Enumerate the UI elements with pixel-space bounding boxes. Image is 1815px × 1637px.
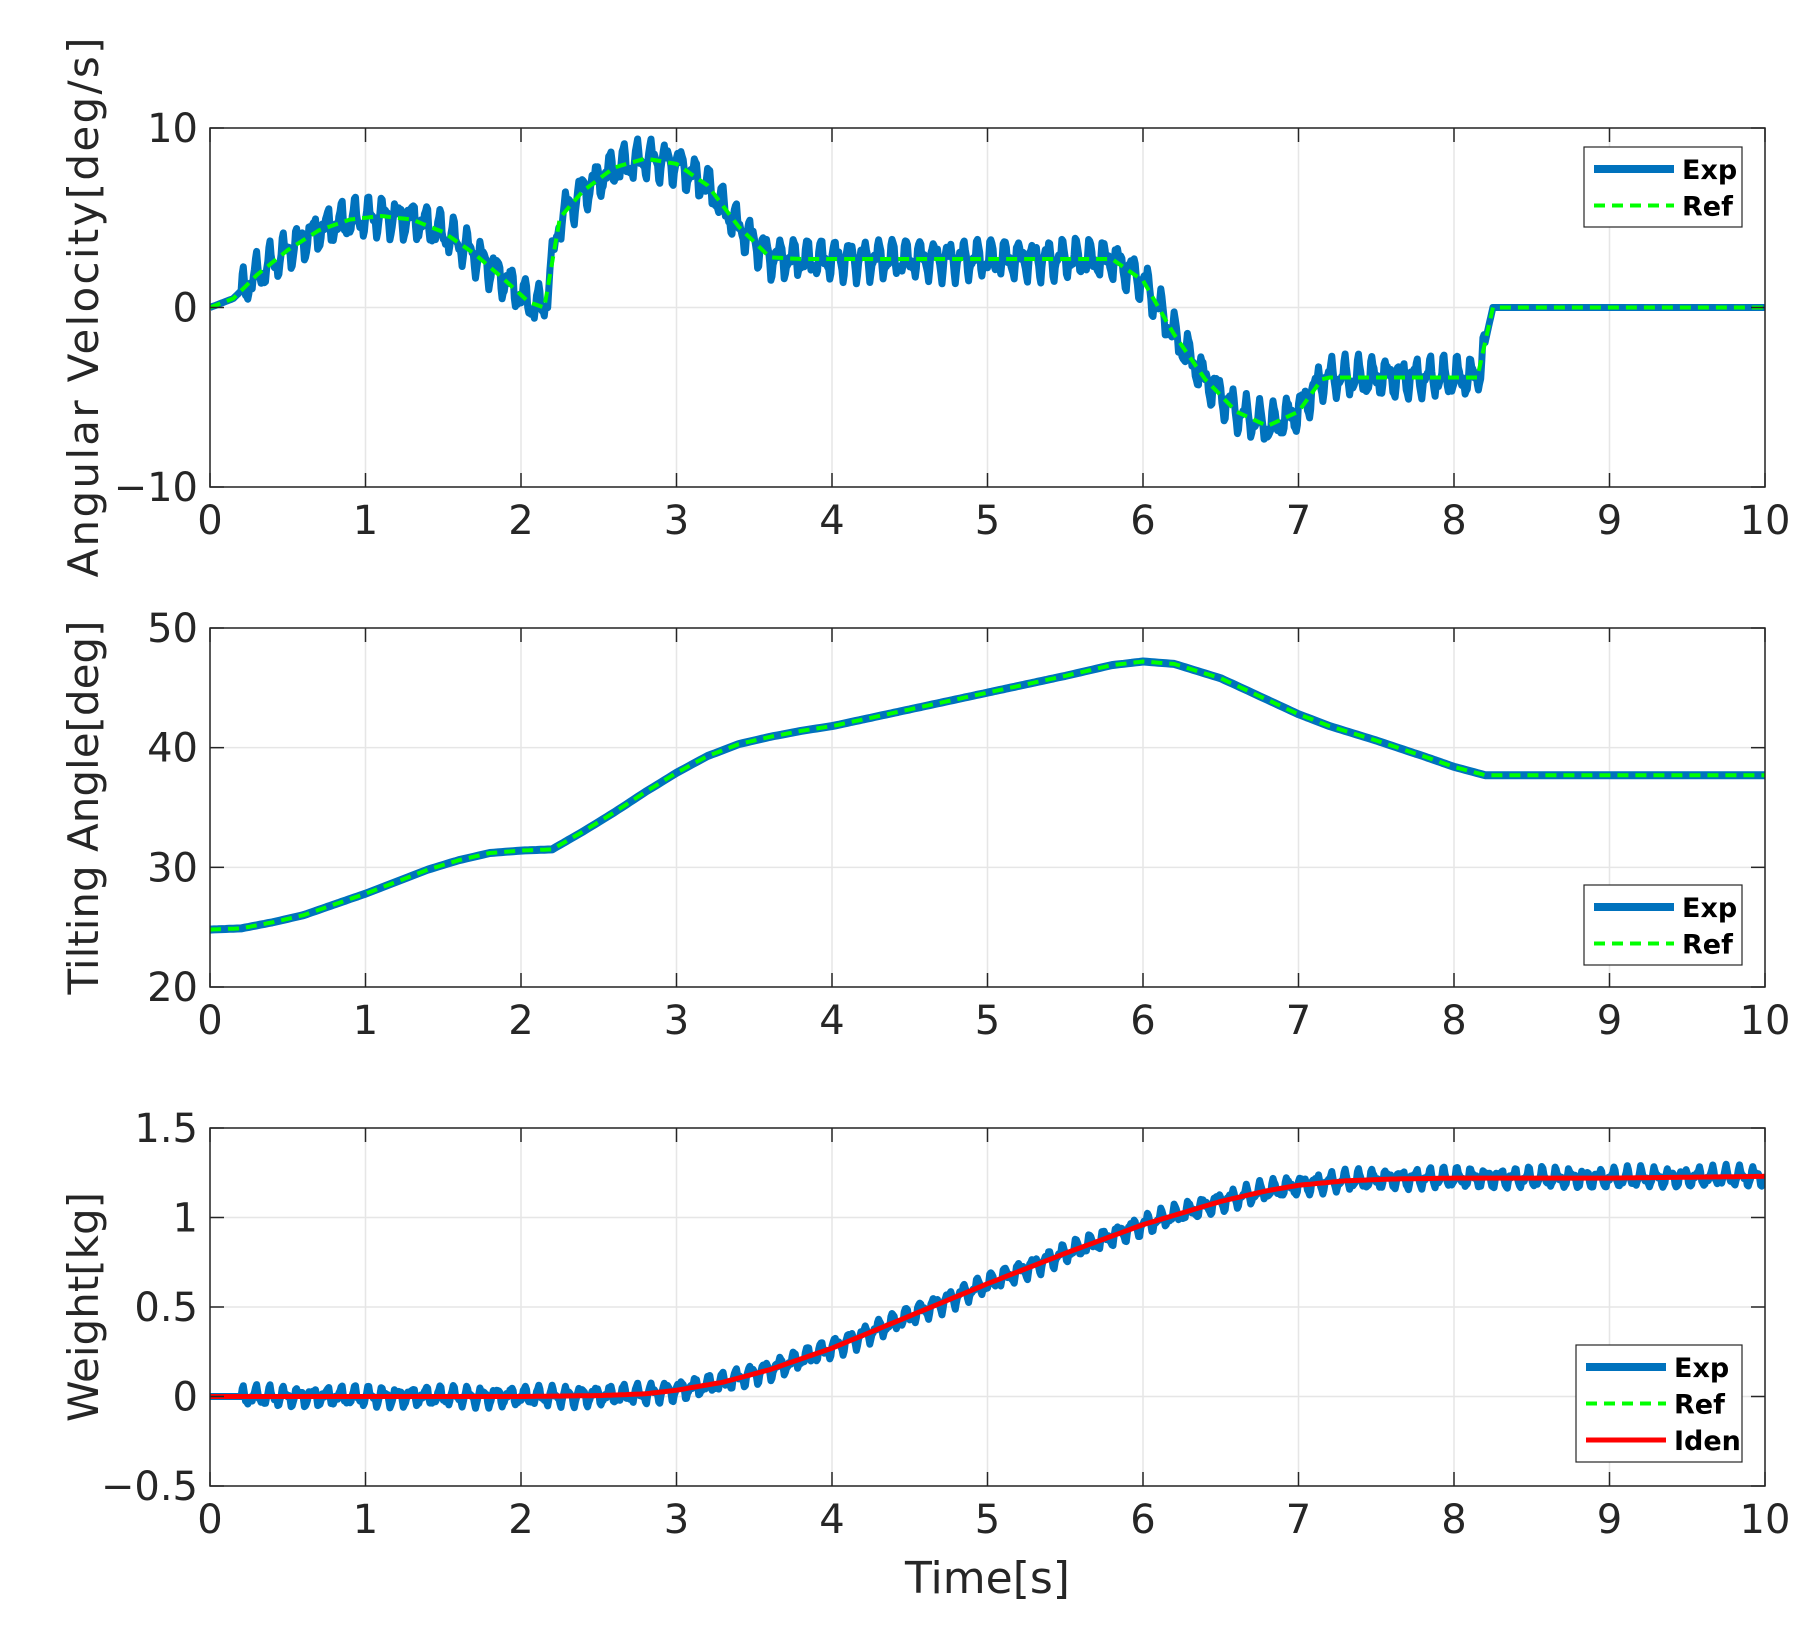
y-tick-label: 10: [147, 106, 198, 152]
x-tick-label: 0: [197, 998, 222, 1044]
x-tick-label: 4: [819, 498, 844, 544]
y-axis-label: Tilting Angle[deg]: [59, 621, 108, 996]
y-tick-label: 1.5: [134, 1106, 198, 1152]
x-tick-label: 2: [508, 998, 533, 1044]
x-tick-label: 2: [508, 1497, 533, 1543]
x-tick-label: 9: [1597, 498, 1622, 544]
subplot-3: 0 1 2 3 4 5 6 7 8 9 10−0.500.511.5Weight[kg]Time[s…: [59, 1106, 1790, 1604]
y-tick-label: 50: [147, 606, 198, 652]
y-tick-label: 40: [147, 726, 198, 772]
x-tick-label: 7: [1286, 1497, 1311, 1543]
x-tick-label: 1: [353, 998, 378, 1044]
series-group: [210, 657, 1765, 934]
series-group: [210, 1160, 1765, 1412]
y-tick-label: 0: [173, 1375, 198, 1421]
legend-label-ref: Ref: [1674, 1390, 1725, 1421]
x-tick-label: 5: [975, 998, 1000, 1044]
legend-label-ref: Ref: [1682, 930, 1733, 961]
x-tick-label: 7: [1286, 998, 1311, 1044]
x-tick-label: 5: [975, 498, 1000, 544]
series-line-ref: [210, 156, 1765, 428]
x-tick-label: 10: [1740, 498, 1791, 544]
legend: Exp Ref: [1583, 146, 1743, 228]
x-tick-label: 9: [1597, 1497, 1622, 1543]
legend: Exp Ref Iden: [1575, 1344, 1743, 1463]
y-tick-label: 20: [147, 965, 198, 1011]
legend-label-exp: Exp: [1674, 1353, 1729, 1384]
legend-box: [1583, 884, 1743, 966]
x-tick-label: 4: [819, 998, 844, 1044]
y-tick-label: 1: [173, 1196, 198, 1242]
legend-box: [1583, 146, 1743, 228]
y-axis-label: Weight[kg]: [59, 1192, 108, 1422]
x-tick-label: 10: [1740, 998, 1791, 1044]
legend-label-exp: Exp: [1682, 893, 1737, 924]
x-tick-label: 6: [1130, 498, 1155, 544]
legend-label-exp: Exp: [1682, 155, 1737, 186]
x-tick-label: 5: [975, 1497, 1000, 1543]
x-tick-label: 3: [664, 498, 689, 544]
legend-label-ref: Ref: [1682, 192, 1733, 223]
legend-label-iden: Iden: [1674, 1426, 1741, 1457]
x-tick-label: 0: [197, 498, 222, 544]
x-tick-label: 10: [1740, 1497, 1791, 1543]
x-tick-label: 1: [353, 1497, 378, 1543]
y-tick-label: 0: [173, 286, 198, 332]
x-tick-label: 9: [1597, 998, 1622, 1044]
series-line-iden: [210, 1173, 1765, 1399]
series-line-ref: [210, 659, 1765, 932]
x-tick-label: 8: [1441, 1497, 1466, 1543]
x-tick-label: 3: [664, 998, 689, 1044]
x-tick-label: 0: [197, 1497, 222, 1543]
y-tick-label: 0.5: [134, 1285, 198, 1331]
y-tick-label: −10: [114, 465, 198, 511]
y-tick-label: −0.5: [101, 1464, 198, 1510]
x-tick-label: 8: [1441, 498, 1466, 544]
series-group: [210, 135, 1765, 443]
subplot-2: 0 1 2 3 4 5 6 7 8 9 10 20 30 40 50 Tilting Angle[deg] Ex…: [59, 606, 1790, 1044]
x-tick-label: 1: [353, 498, 378, 544]
y-tick-label: 30: [147, 845, 198, 891]
x-tick-label: 8: [1441, 998, 1466, 1044]
legend: Exp Ref: [1583, 884, 1743, 966]
x-tick-label: 6: [1130, 1497, 1155, 1543]
x-axis-label: Time[s]: [904, 1553, 1070, 1604]
x-tick-label: 4: [819, 1497, 844, 1543]
x-tick-label: 6: [1130, 998, 1155, 1044]
x-tick-label: 2: [508, 498, 533, 544]
x-tick-label: 3: [664, 1497, 689, 1543]
x-tick-label: 7: [1286, 498, 1311, 544]
y-axis-label: Angular Velocity[deg/s]: [59, 38, 108, 578]
